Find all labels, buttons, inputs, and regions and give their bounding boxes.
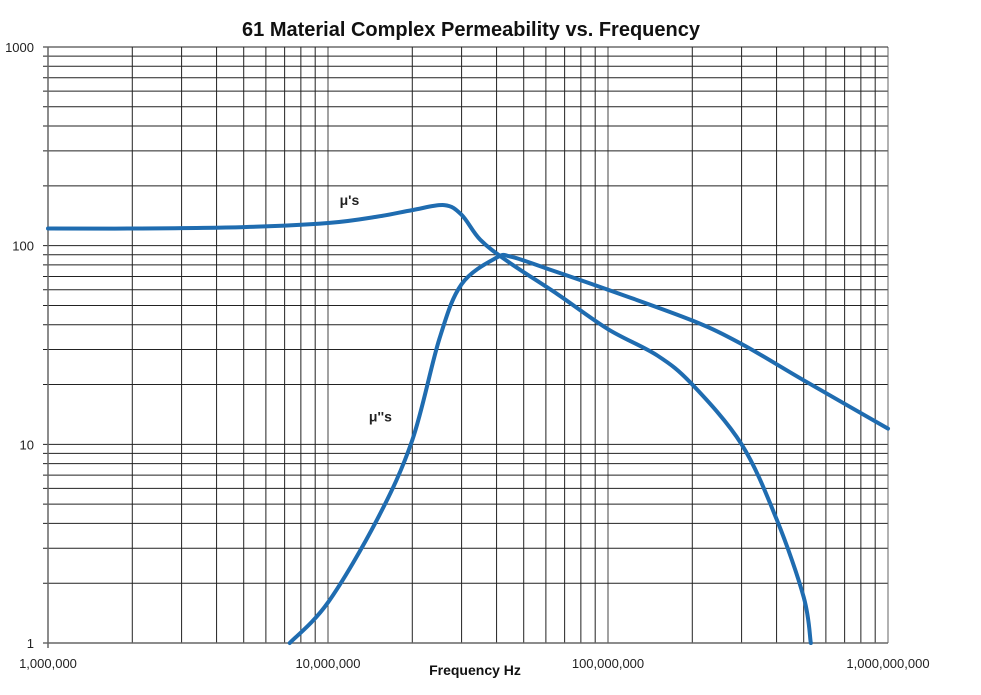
series-label: μ's [340, 192, 360, 208]
series-labels: μ's μ''s [340, 192, 393, 425]
chart-title: 61 Material Complex Permeability vs. Fre… [242, 19, 701, 41]
x-tick-label: 1,000,000 [19, 656, 77, 671]
x-tick-labels: 1,000,000 10,000,000 100,000,000 1,000,000,… [19, 656, 929, 671]
y-tick-label: 1000 [5, 40, 34, 55]
series-line-mu-double-prime [287, 252, 890, 645]
grid [43, 46, 889, 648]
x-tick-label: 100,000,000 [572, 656, 644, 671]
x-tick-label: 1,000,000,000 [846, 656, 929, 671]
y-tick-label: 100 [12, 239, 34, 254]
y-tick-labels: 1 10 100 1000 [5, 40, 34, 651]
series-label: μ''s [369, 409, 392, 425]
y-tick-label: 1 [27, 636, 34, 651]
series-lines [46, 203, 890, 645]
series-line-mu-prime [46, 203, 813, 645]
y-tick-label: 10 [20, 437, 34, 452]
x-axis-label: Frequency Hz [429, 662, 521, 678]
x-tick-label: 10,000,000 [295, 656, 360, 671]
